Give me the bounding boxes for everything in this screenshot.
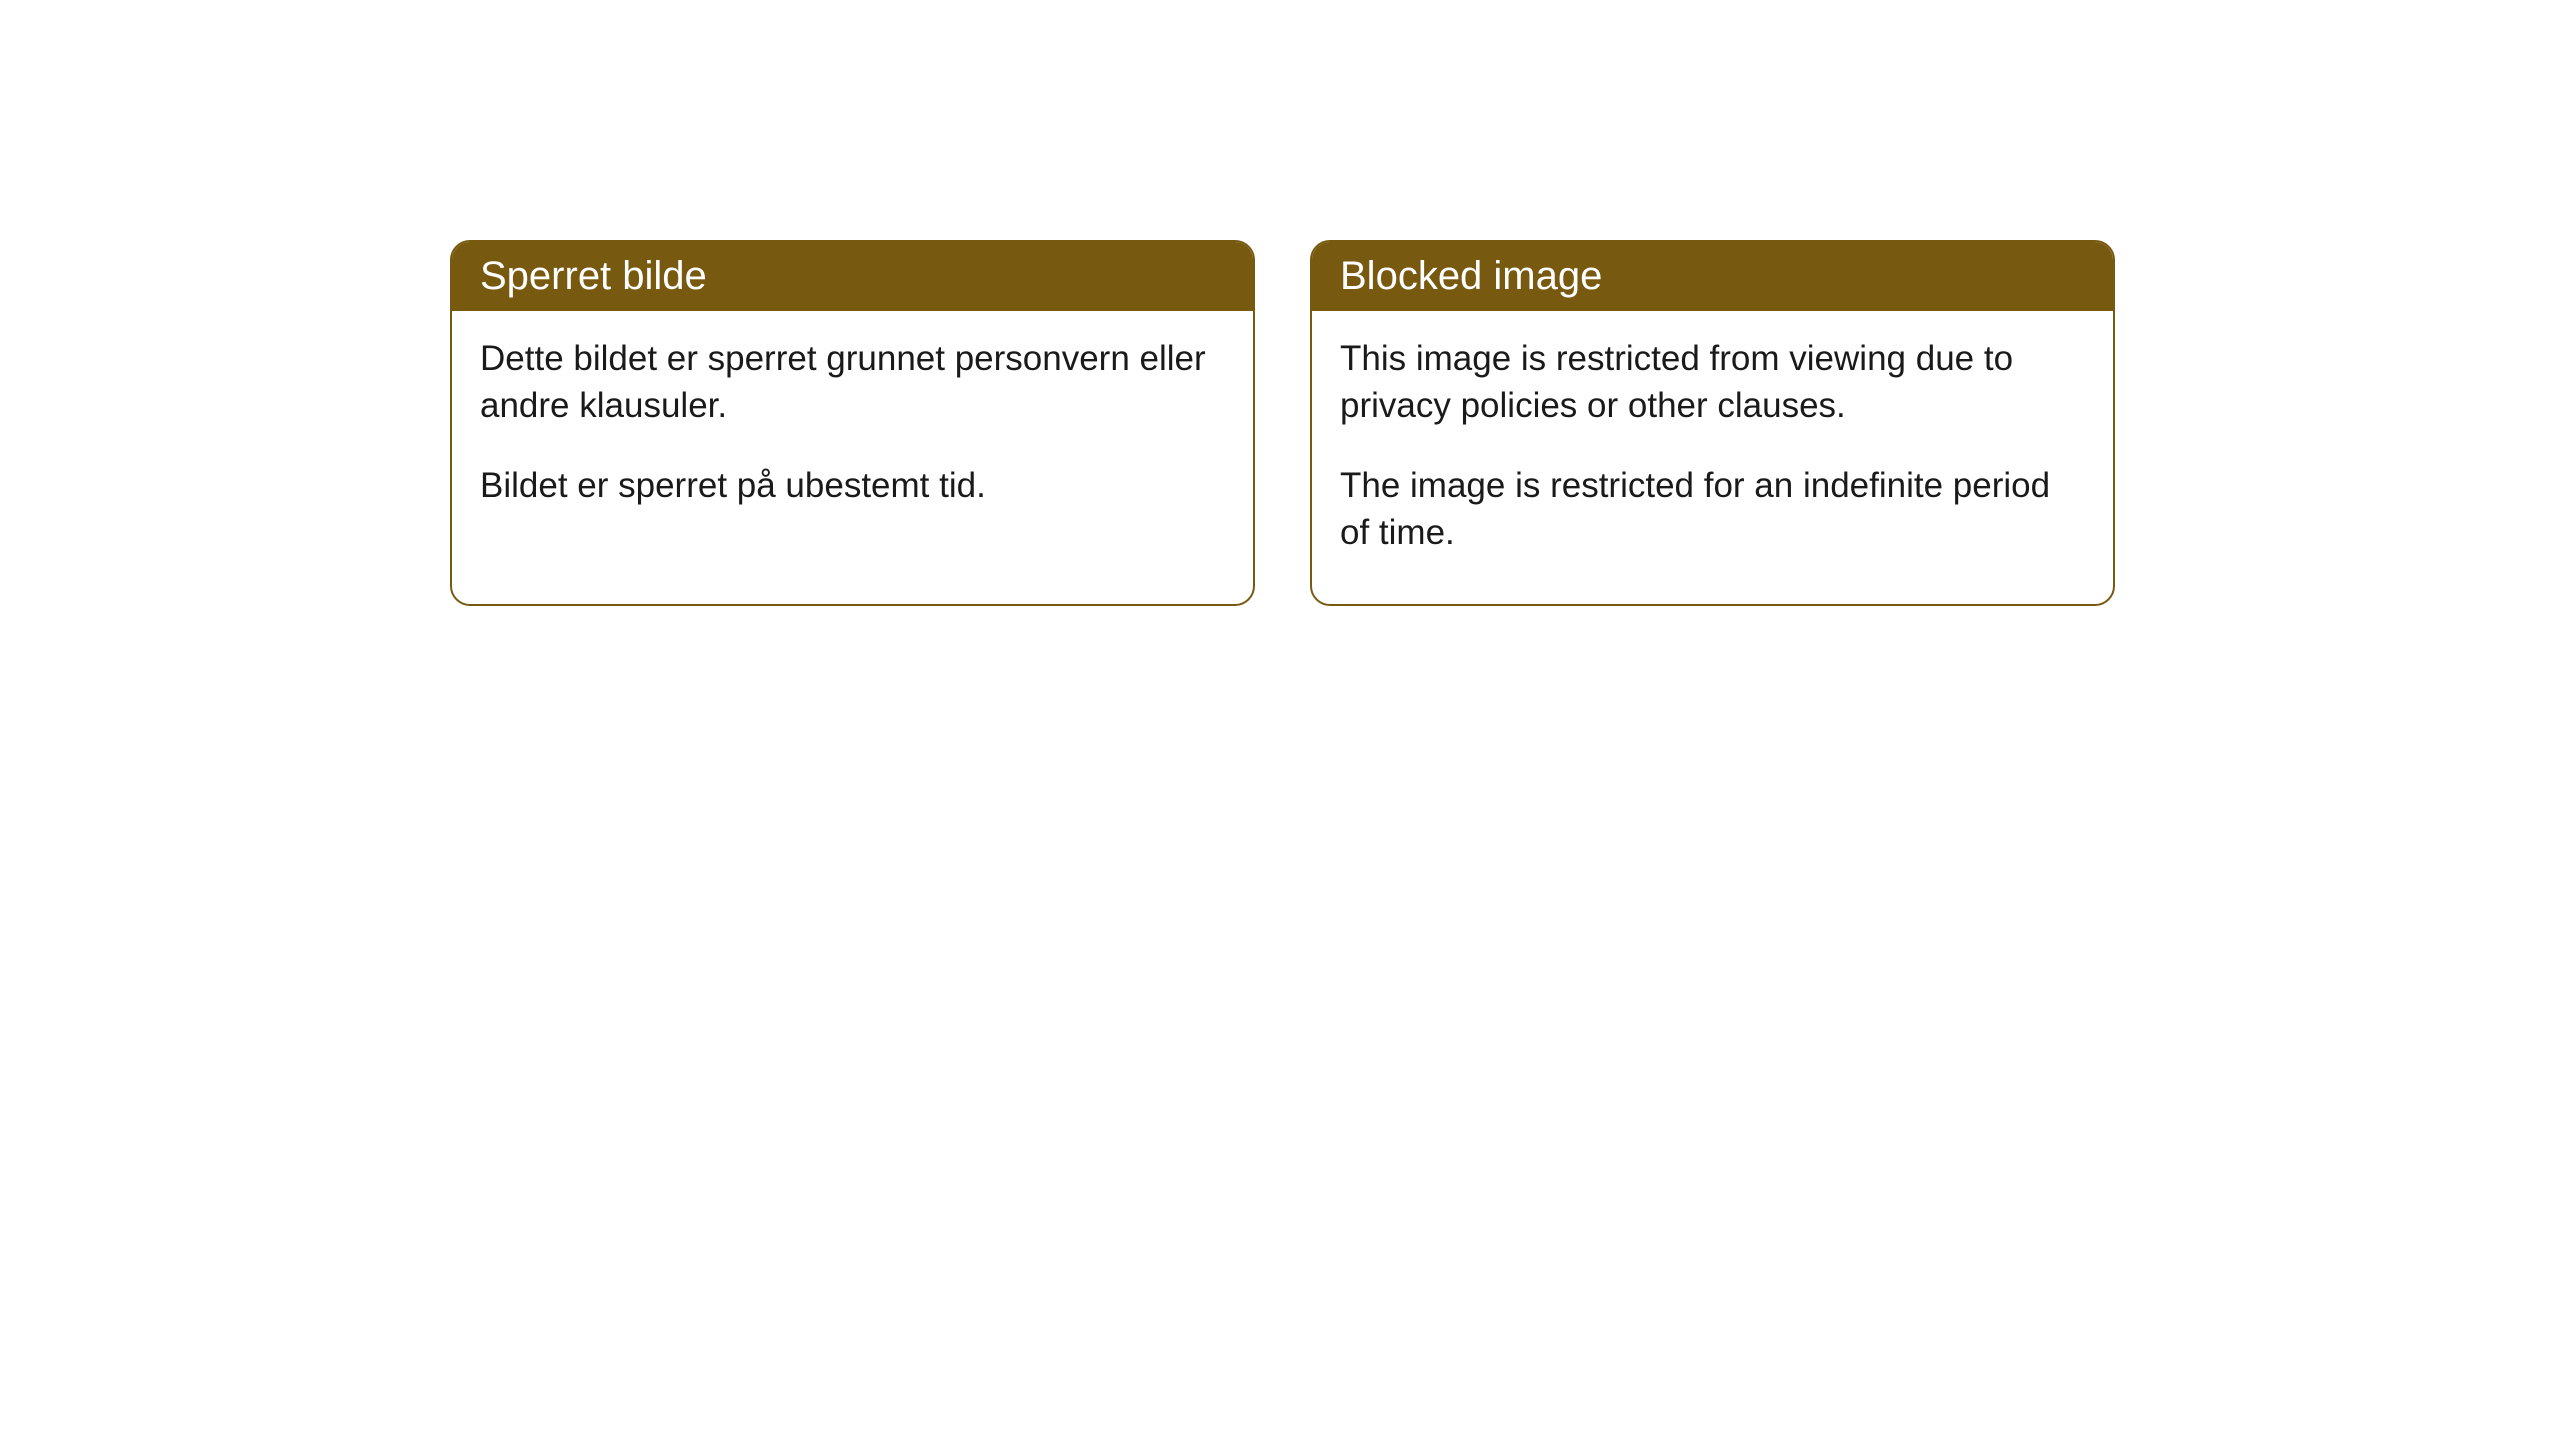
card-paragraph: The image is restricted for an indefinit… bbox=[1340, 462, 2085, 557]
card-body: Dette bildet er sperret grunnet personve… bbox=[452, 311, 1253, 557]
card-body: This image is restricted from viewing du… bbox=[1312, 311, 2113, 604]
card-title: Blocked image bbox=[1340, 254, 1602, 298]
notice-card-norwegian: Sperret bilde Dette bildet er sperret gr… bbox=[450, 240, 1255, 606]
card-header: Sperret bilde bbox=[452, 242, 1253, 311]
card-header: Blocked image bbox=[1312, 242, 2113, 311]
card-title: Sperret bilde bbox=[480, 254, 707, 298]
notice-card-english: Blocked image This image is restricted f… bbox=[1310, 240, 2115, 606]
card-paragraph: Dette bildet er sperret grunnet personve… bbox=[480, 335, 1225, 430]
card-paragraph: This image is restricted from viewing du… bbox=[1340, 335, 2085, 430]
card-paragraph: Bildet er sperret på ubestemt tid. bbox=[480, 462, 1225, 509]
notice-cards-container: Sperret bilde Dette bildet er sperret gr… bbox=[0, 0, 2560, 606]
